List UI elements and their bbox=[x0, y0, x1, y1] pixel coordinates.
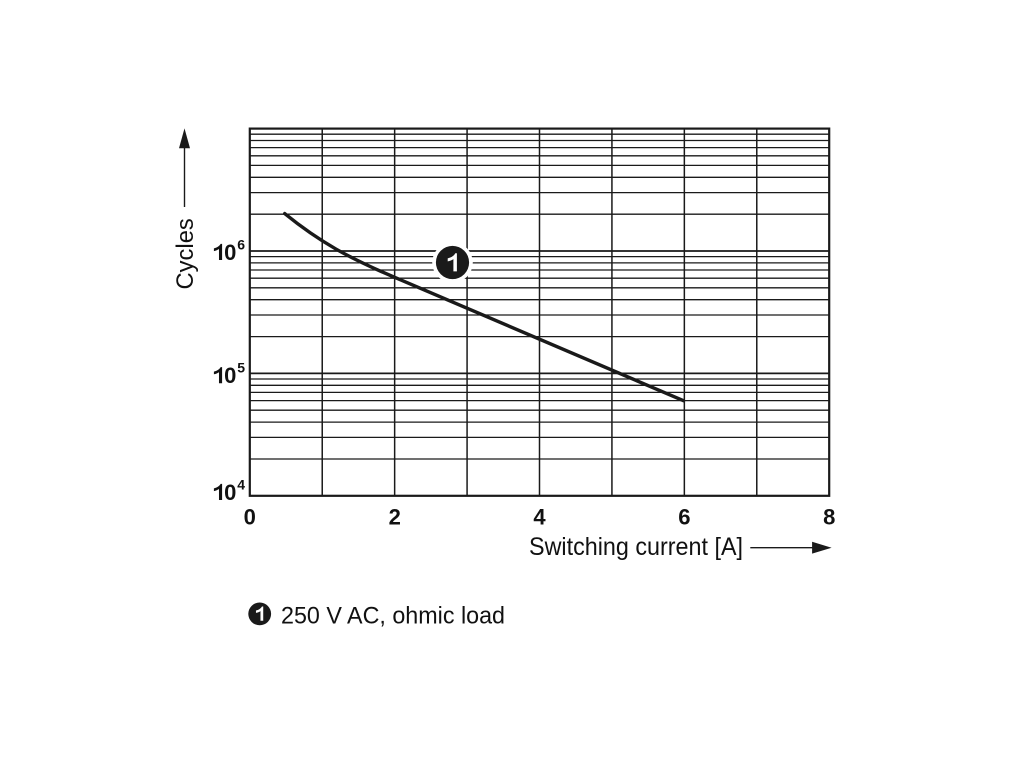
svg-text:2: 2 bbox=[389, 505, 401, 530]
svg-text:5: 5 bbox=[237, 360, 245, 376]
svg-text:0: 0 bbox=[224, 363, 236, 388]
svg-text:0: 0 bbox=[244, 505, 256, 530]
svg-text:6: 6 bbox=[678, 505, 690, 530]
svg-text:Switching current [A]: Switching current [A] bbox=[529, 534, 743, 561]
svg-text:6: 6 bbox=[237, 237, 245, 253]
svg-text:8: 8 bbox=[823, 505, 835, 530]
svg-text:4: 4 bbox=[533, 505, 546, 530]
svg-text:0: 0 bbox=[224, 480, 236, 505]
svg-text:0: 0 bbox=[224, 240, 236, 265]
svg-text:Cycles: Cycles bbox=[172, 218, 199, 289]
svg-text:250 V AC, ohmic load: 250 V AC, ohmic load bbox=[281, 603, 505, 630]
svg-text:4: 4 bbox=[237, 477, 245, 493]
